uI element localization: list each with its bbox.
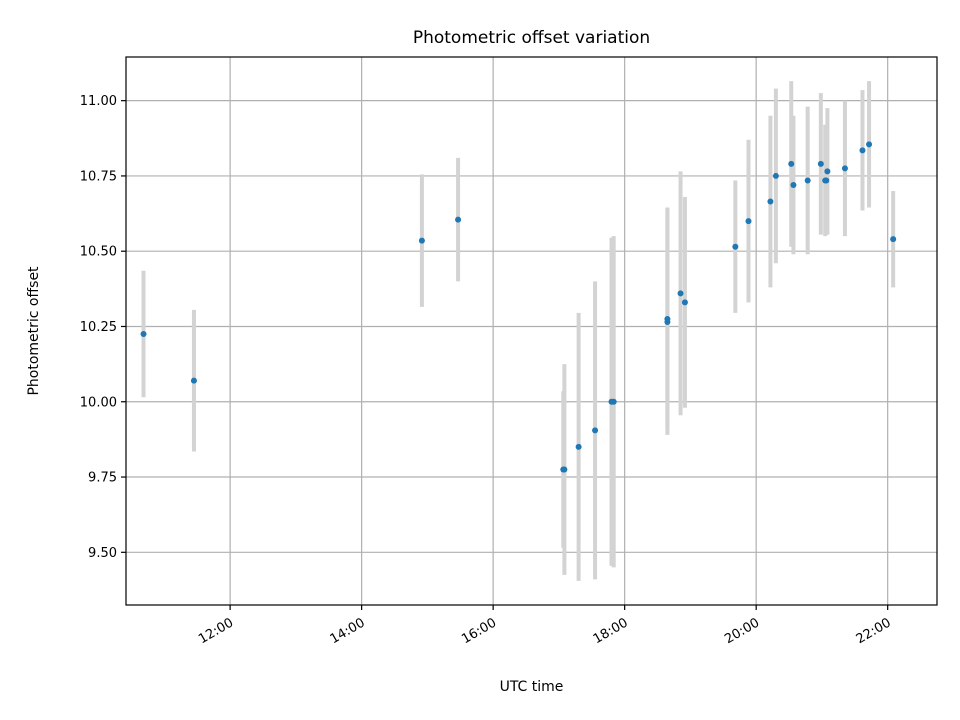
data-point xyxy=(767,198,774,205)
data-point xyxy=(681,299,688,306)
data-point xyxy=(455,216,462,223)
x-tick-label: 14:00 xyxy=(328,615,368,647)
y-tick-label: 10.00 xyxy=(80,395,117,410)
data-point xyxy=(824,168,831,175)
data-point xyxy=(841,165,848,172)
y-tick-label: 10.25 xyxy=(80,320,117,335)
x-tick-label: 22:00 xyxy=(854,615,894,647)
data-point xyxy=(190,377,197,384)
data-point xyxy=(788,160,795,167)
data-point xyxy=(866,141,873,148)
x-tick-label: 20:00 xyxy=(722,615,762,647)
data-point xyxy=(664,315,671,322)
grid-layer xyxy=(126,57,937,605)
y-tick-label: 10.50 xyxy=(80,245,117,260)
data-point xyxy=(859,147,866,154)
data-point xyxy=(418,237,425,244)
x-tick-label: 16:00 xyxy=(459,615,499,647)
x-axis-label: UTC time xyxy=(500,679,564,695)
y-tick-label: 9.75 xyxy=(88,471,117,486)
data-point xyxy=(790,181,797,188)
data-point xyxy=(890,236,897,243)
data-point xyxy=(140,331,147,338)
data-point xyxy=(592,427,599,434)
y-tick-label: 11.00 xyxy=(80,94,117,109)
x-tick-label: 12:00 xyxy=(196,615,236,647)
data-point xyxy=(745,218,752,225)
data-point xyxy=(817,160,824,167)
data-point xyxy=(561,466,568,473)
data-point xyxy=(610,398,617,405)
y-axis-label: Photometric offset xyxy=(26,266,42,396)
x-tick-label: 18:00 xyxy=(591,615,631,647)
data-point xyxy=(823,177,830,184)
data-point xyxy=(804,177,811,184)
data-point xyxy=(772,172,779,179)
data-point xyxy=(677,290,684,297)
plot-frame xyxy=(125,56,938,606)
chart-title: Photometric offset variation xyxy=(413,28,650,48)
y-tick-label: 9.50 xyxy=(88,546,117,561)
data-point xyxy=(575,443,582,450)
y-tick-label: 10.75 xyxy=(80,169,117,184)
point-layer xyxy=(140,141,897,473)
data-point xyxy=(732,243,739,250)
errorbar-layer xyxy=(141,81,896,581)
